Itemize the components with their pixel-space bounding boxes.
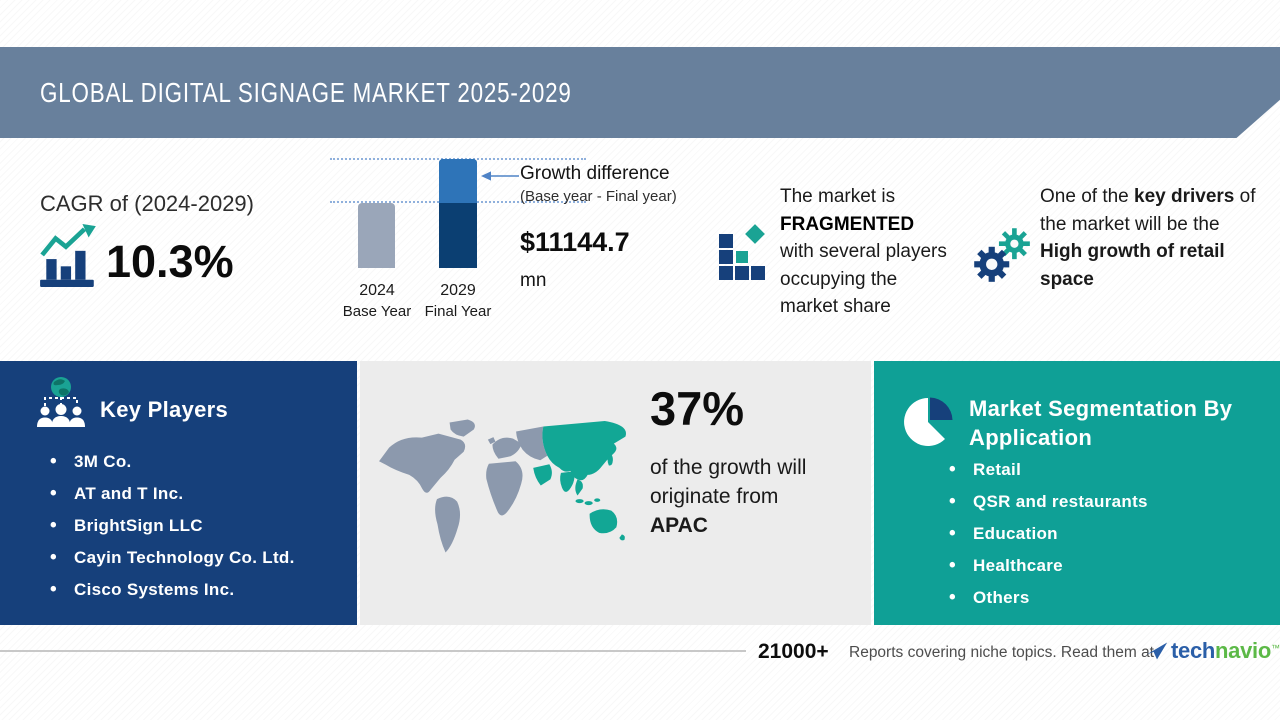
bar-chart-growth-icon bbox=[38, 224, 100, 293]
market-structure-post: with several players occupying the marke… bbox=[780, 241, 947, 317]
key-player-item: AT and T Inc. bbox=[50, 483, 295, 505]
segmentation-item: QSR and restaurants bbox=[949, 491, 1148, 513]
key-driver-bold2: High growth of retail space bbox=[1040, 241, 1225, 290]
page-title: GLOBAL DIGITAL SIGNAGE MARKET 2025-2029 bbox=[40, 76, 572, 108]
segmentation-list: Retail QSR and restaurants Education Health… bbox=[949, 459, 1148, 620]
growth-difference-amount: $11144.7 bbox=[520, 227, 630, 257]
segmentation-panel: Market Segmentation By Application Retai… bbox=[874, 361, 1280, 625]
growth-difference-block: Growth difference (Base year - Final yea… bbox=[520, 163, 740, 292]
market-structure-text: The market is FRAGMENTED with several pl… bbox=[780, 183, 958, 321]
footer-report-count: 21000+ bbox=[758, 640, 829, 663]
key-driver-pre: One of the bbox=[1040, 186, 1135, 207]
market-structure-highlight: FRAGMENTED bbox=[780, 213, 915, 235]
bar-2029-final-year bbox=[439, 159, 477, 268]
bar-label-2024: 2024 Base Year bbox=[342, 282, 412, 320]
segmentation-item: Education bbox=[949, 523, 1148, 545]
regional-text: of the growth will originate from APAC bbox=[650, 453, 806, 540]
segmentation-item: Healthcare bbox=[949, 555, 1148, 577]
segmentation-title: Market Segmentation By Application bbox=[969, 396, 1233, 450]
key-players-panel: Key Players 3M Co. AT and T Inc. BrightSig… bbox=[0, 361, 357, 625]
bar-2024-base-year bbox=[358, 203, 395, 268]
regional-line1: of the growth will bbox=[650, 456, 807, 479]
key-driver-text: One of the key drivers of the market wil… bbox=[1040, 183, 1266, 293]
regional-growth-panel: 37% of the growth will originate from AP… bbox=[360, 361, 871, 625]
logo-text-navio: navio bbox=[1215, 638, 1272, 663]
key-player-item: Cayin Technology Co. Ltd. bbox=[50, 547, 295, 569]
left-arrow-icon bbox=[481, 169, 519, 188]
header-band: GLOBAL DIGITAL SIGNAGE MARKET 2025-2029 bbox=[0, 47, 1280, 138]
key-player-item: 3M Co. bbox=[50, 451, 295, 473]
cagr-value: 10.3% bbox=[106, 236, 234, 287]
key-player-item: Cisco Systems Inc. bbox=[50, 579, 295, 601]
fragmented-squares-icon bbox=[717, 220, 771, 285]
cagr-label: CAGR of (2024-2029) bbox=[40, 191, 254, 216]
key-driver-bold1: key drivers bbox=[1134, 186, 1235, 207]
growth-difference-title: Growth difference bbox=[520, 163, 670, 184]
key-players-org-globe-icon bbox=[30, 376, 92, 439]
key-driver-mid: of the market will be the bbox=[1040, 186, 1256, 235]
gears-icon bbox=[968, 220, 1034, 293]
technavio-arrow-icon bbox=[1146, 642, 1168, 660]
bar-2029-growth-segment bbox=[439, 159, 477, 203]
technavio-logo: tech navio ™ bbox=[1146, 638, 1280, 664]
footer-divider bbox=[0, 650, 746, 652]
segmentation-item: Retail bbox=[949, 459, 1148, 481]
growth-difference-unit: mn bbox=[520, 270, 547, 291]
footer-text: Reports covering niche topics. Read them… bbox=[849, 644, 1154, 661]
logo-text-tech: tech bbox=[1171, 638, 1216, 663]
pie-chart-icon bbox=[902, 396, 954, 453]
logo-trademark: ™ bbox=[1271, 643, 1280, 653]
regional-region: APAC bbox=[650, 514, 708, 537]
key-players-title: Key Players bbox=[100, 397, 229, 422]
key-player-item: BrightSign LLC bbox=[50, 515, 295, 537]
world-map-apac-highlight bbox=[374, 410, 636, 573]
bar-label-2029: 2029 Final Year bbox=[424, 282, 492, 320]
market-structure-pre: The market is bbox=[780, 186, 896, 207]
regional-percent: 37% bbox=[650, 382, 745, 435]
segmentation-item: Others bbox=[949, 587, 1148, 609]
growth-difference-subtitle: (Base year - Final year) bbox=[520, 188, 677, 205]
regional-line2: originate from bbox=[650, 485, 779, 508]
key-players-list: 3M Co. AT and T Inc. BrightSign LLC Cayin T… bbox=[50, 451, 295, 612]
